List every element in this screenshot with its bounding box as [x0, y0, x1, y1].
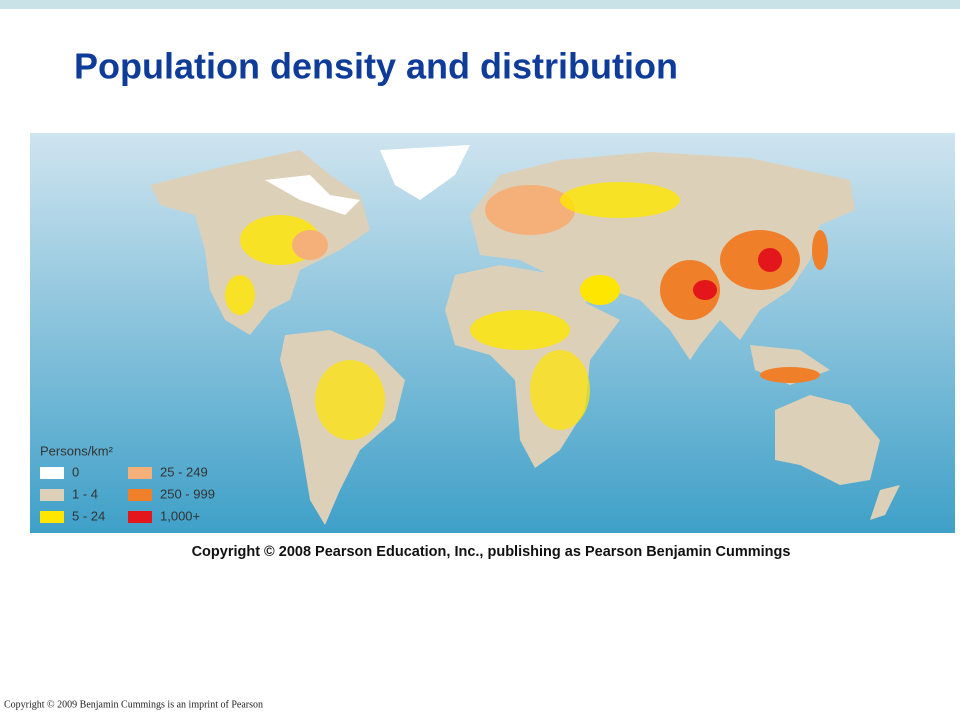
- legend: Persons/km² 0 1 - 4 5 - 24 25 - 249 250 - 99…: [40, 443, 215, 523]
- world-map: Persons/km² 0 1 - 4 5 - 24 25 - 249 250 - 99…: [30, 133, 955, 533]
- arctic-canada: [265, 175, 360, 215]
- footer: Copyright © 2009 Benjamin Cummings is an…: [4, 699, 263, 710]
- slide-title: Population density and distribution: [74, 46, 678, 87]
- legend-label: 5 - 24: [72, 508, 105, 523]
- legend-title: Persons/km²: [40, 443, 114, 458]
- top-bar: [0, 0, 960, 9]
- legend-swatch: [40, 489, 64, 501]
- legend-label: 250 - 999: [160, 486, 215, 501]
- legend-swatch: [128, 511, 152, 523]
- legend-label: 1,000+: [160, 508, 200, 523]
- greenland: [380, 145, 470, 200]
- density-areas: [225, 182, 828, 440]
- legend-label: 25 - 249: [160, 464, 208, 479]
- legend-label: 1 - 4: [72, 486, 98, 501]
- legend-swatch: [40, 467, 64, 479]
- legend-swatch: [128, 489, 152, 501]
- caption: Copyright © 2008 Pearson Education, Inc.…: [192, 544, 791, 560]
- legend-label: 0: [72, 464, 79, 479]
- legend-swatch: [40, 511, 64, 523]
- legend-swatch: [128, 467, 152, 479]
